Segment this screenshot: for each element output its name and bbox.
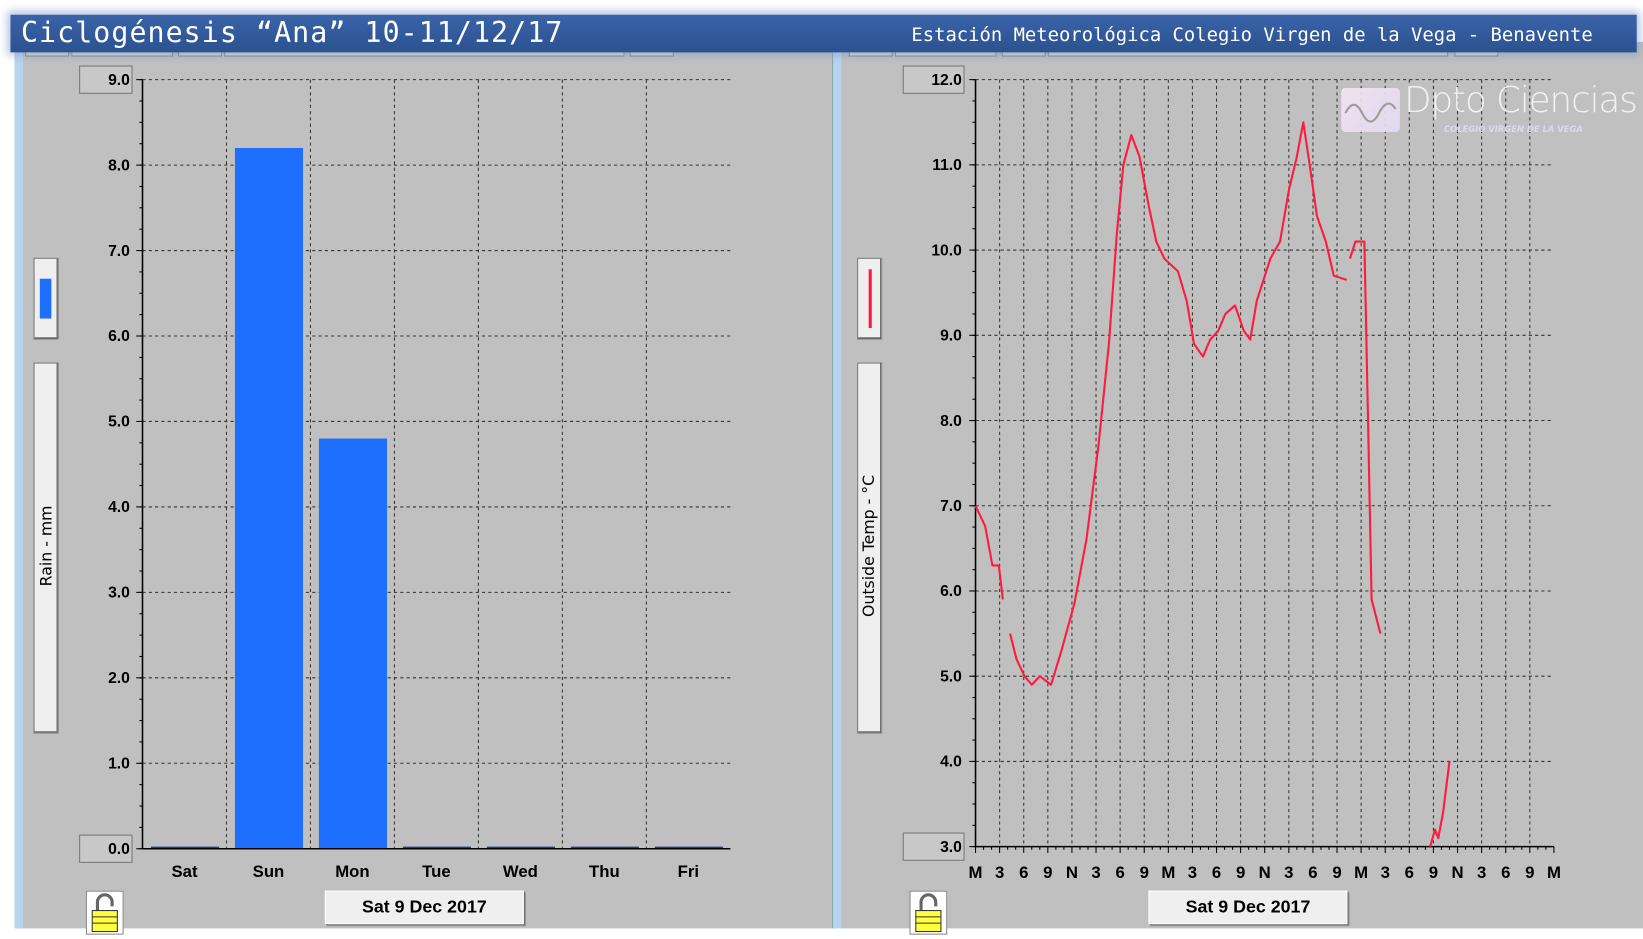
rain-panel bbox=[14, 41, 832, 929]
station-name: Estación Meteorológica Colegio Virgen de… bbox=[911, 24, 1593, 47]
toolbar-button[interactable] bbox=[894, 50, 997, 57]
x-tick-label: M bbox=[1547, 863, 1561, 882]
temp-date-button[interactable]: Sat 9 Dec 2017 bbox=[1148, 890, 1348, 925]
temperature-line bbox=[974, 121, 1451, 847]
x-tick-label: M bbox=[1161, 863, 1175, 882]
y-tick-label: 9.0 bbox=[940, 328, 962, 345]
x-tick-label: 9 bbox=[1332, 863, 1341, 882]
padlock-open-icon[interactable] bbox=[909, 890, 948, 935]
rain-color-swatch bbox=[39, 278, 52, 319]
rain-bar-sat bbox=[150, 846, 220, 849]
x-tick-label: 3 bbox=[1381, 863, 1390, 882]
x-tick-label: 9 bbox=[1043, 863, 1052, 882]
toolbar-button[interactable] bbox=[224, 50, 625, 57]
y-tick-label: 1.0 bbox=[108, 756, 130, 773]
toolbar-button[interactable] bbox=[1454, 50, 1499, 57]
toolbar-button[interactable] bbox=[1001, 50, 1046, 57]
toolbar-button[interactable] bbox=[25, 50, 70, 57]
x-tick-label: 6 bbox=[1308, 863, 1317, 882]
x-tick-label: 3 bbox=[1284, 863, 1293, 882]
y-tick-label: 12.0 bbox=[931, 72, 962, 89]
x-tick-label: Sun bbox=[253, 862, 285, 881]
y-tick-label: 8.0 bbox=[108, 157, 130, 174]
x-tick-label: N bbox=[1066, 863, 1078, 882]
x-tick-label: Thu bbox=[589, 862, 620, 881]
y-tick-label: 7.0 bbox=[940, 498, 962, 515]
rain-bar-fri bbox=[654, 846, 723, 849]
y-tick-label: 10.0 bbox=[931, 242, 962, 259]
watermark-subtext: COLEGIO VIRGEN DE LA VEGA bbox=[1443, 124, 1583, 135]
x-tick-label: 6 bbox=[1501, 863, 1510, 882]
x-tick-label: 3 bbox=[1477, 863, 1486, 882]
rain-bar-thu bbox=[570, 846, 639, 849]
y-tick-label: 3.0 bbox=[940, 839, 962, 856]
y-end-label-box bbox=[79, 65, 133, 94]
y-tick-label: 4.0 bbox=[108, 499, 130, 516]
temp-legend-swatch[interactable] bbox=[857, 257, 883, 340]
x-tick-label: 6 bbox=[1115, 863, 1124, 882]
rain-bar-wed bbox=[486, 846, 555, 849]
y-end-label-box bbox=[902, 65, 965, 94]
rain-bar-mon bbox=[318, 438, 388, 849]
x-tick-label: 3 bbox=[1188, 863, 1197, 882]
toolbar-button[interactable] bbox=[1047, 50, 1449, 57]
x-tick-label: 9 bbox=[1525, 863, 1534, 882]
y-tick-label: 9.0 bbox=[108, 72, 130, 89]
padlock-open-icon[interactable] bbox=[85, 890, 124, 935]
rain-legend-swatch[interactable] bbox=[33, 257, 59, 340]
x-tick-label: 6 bbox=[1212, 863, 1221, 882]
x-tick-label: Tue bbox=[422, 862, 451, 881]
x-tick-label: Wed bbox=[503, 862, 538, 881]
rain-date-button[interactable]: Sat 9 Dec 2017 bbox=[324, 890, 524, 925]
y-tick-label: 2.0 bbox=[108, 670, 130, 687]
x-tick-label: 6 bbox=[1405, 863, 1414, 882]
y-tick-label: 6.0 bbox=[108, 328, 130, 345]
y-tick-label: 5.0 bbox=[940, 668, 962, 685]
toolbar-button[interactable] bbox=[178, 50, 223, 57]
watermark-text: Dpto Ciencias bbox=[1404, 79, 1638, 122]
temp-color-swatch bbox=[868, 269, 872, 328]
y-end-label-box bbox=[79, 834, 133, 863]
toolbar-button[interactable] bbox=[629, 50, 674, 57]
x-tick-label: 9 bbox=[1429, 863, 1438, 882]
left-border bbox=[14, 41, 24, 929]
y-tick-label: 5.0 bbox=[108, 414, 130, 431]
rain-bar-sun bbox=[234, 148, 304, 849]
y-tick-label: 8.0 bbox=[940, 413, 962, 430]
x-tick-label: 6 bbox=[1019, 863, 1028, 882]
y-end-label-box bbox=[902, 832, 965, 861]
x-tick-label: 9 bbox=[1140, 863, 1149, 882]
rain-chart: 0.0 1.0 2.0 3.0 4.0 5.0 6.0 7.0 8.0 9.0 Sat Sun Mon T… bbox=[79, 65, 731, 881]
y-tick-label: 0.0 bbox=[108, 841, 130, 858]
rain-bar-tue bbox=[402, 846, 471, 849]
x-tick-label: 3 bbox=[1091, 863, 1100, 882]
x-tick-label: 9 bbox=[1236, 863, 1245, 882]
x-tick-label: 3 bbox=[995, 863, 1004, 882]
x-tick-label: M bbox=[1354, 863, 1368, 882]
x-tick-label: M bbox=[969, 863, 983, 882]
y-tick-label: 6.0 bbox=[940, 583, 962, 600]
x-tick-label: N bbox=[1451, 863, 1463, 882]
y-tick-label: 7.0 bbox=[108, 243, 130, 260]
title-bar: Ciclogénesis “Ana” 10-11/12/17 Estación … bbox=[10, 14, 1637, 53]
y-tick-label: 3.0 bbox=[108, 585, 130, 602]
x-tick-label: Sat bbox=[171, 862, 197, 881]
toolbar-button[interactable] bbox=[848, 50, 893, 57]
dpto-ciencias-logo: Dpto Ciencias COLEGIO VIRGEN DE LA VEGA bbox=[1341, 80, 1638, 138]
x-tick-label: N bbox=[1259, 863, 1271, 882]
y-tick-label: 4.0 bbox=[940, 754, 962, 771]
y-tick-label: 11.0 bbox=[932, 157, 962, 174]
x-tick-label: Fri bbox=[678, 862, 699, 881]
page-title: Ciclogénesis “Ana” 10-11/12/17 bbox=[20, 16, 564, 50]
x-tick-label: Mon bbox=[335, 862, 369, 881]
wave-logo-icon bbox=[1341, 88, 1400, 133]
toolbar-button[interactable] bbox=[71, 50, 173, 57]
